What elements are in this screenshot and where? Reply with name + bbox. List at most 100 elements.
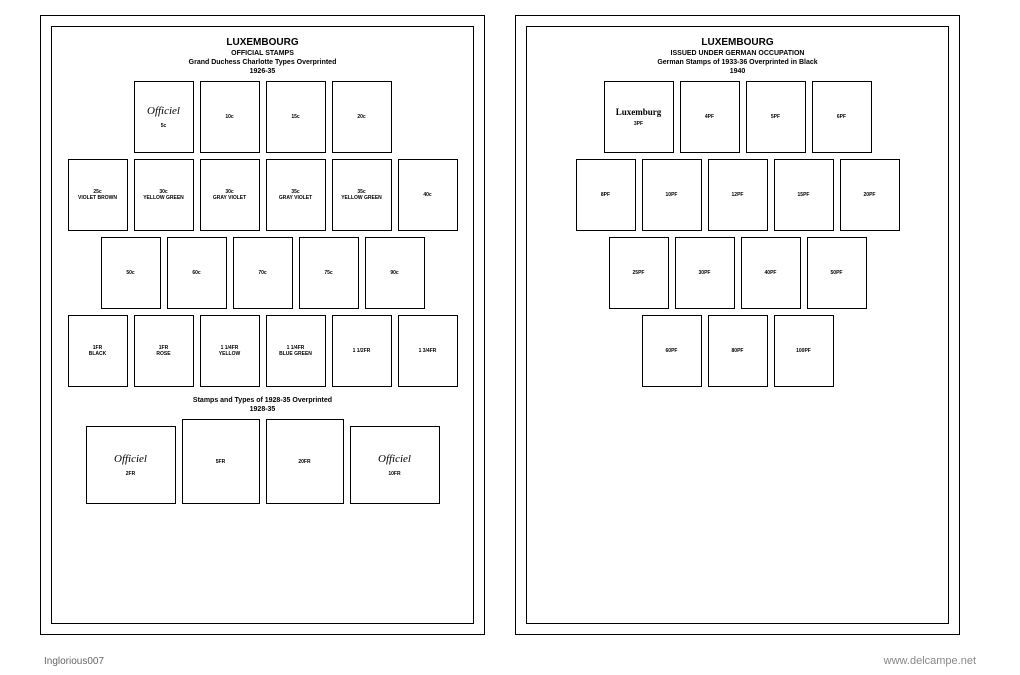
stamp-35c-yg: 35c YELLOW GREEN [332, 159, 392, 231]
stamp-70c: 70c [233, 237, 293, 309]
stamp-color: GRAY VIOLET [279, 195, 312, 201]
stamp-label: 75c [324, 270, 332, 276]
stamp-label: 20c [357, 114, 365, 120]
stamp-label: 15PF [798, 192, 810, 198]
stamp-label: 50c [126, 270, 134, 276]
album-pages-container: LUXEMBOURG OFFICIAL STAMPS Grand Duchess… [0, 0, 1020, 650]
stamp-4pf: 4PF [680, 81, 740, 153]
watermark-text: www.delcampe.net [884, 655, 976, 667]
right-title: LUXEMBOURG [701, 37, 773, 48]
stamp-label: 15c [291, 114, 299, 120]
stamp-label: 2FR [126, 471, 135, 477]
right-page-inner: LUXEMBOURG ISSUED UNDER GERMAN OCCUPATIO… [526, 26, 949, 624]
left-section2-row: Officiel 2FR 5FR 20FR Officiel 10FR [60, 419, 465, 504]
stamp-60c: 60c [167, 237, 227, 309]
stamp-30c-gv: 30c GRAY VIOLET [200, 159, 260, 231]
stamp-color: BLACK [89, 351, 107, 357]
right-row1: Luxemburg 3PF 4PF 5PF 6PF [535, 81, 940, 153]
stamp-label: 25PF [633, 270, 645, 276]
stamp-label: 30PF [699, 270, 711, 276]
stamp-color: BLUE GREEN [279, 351, 312, 357]
stamp-color: YELLOW [219, 351, 240, 357]
stamp-90c: 90c [365, 237, 425, 309]
stamp-8pf: 8PF [576, 159, 636, 231]
stamp-label: 60c [192, 270, 200, 276]
stamp-label: 1 3/4FR [419, 348, 437, 354]
stamp-label: 50PF [831, 270, 843, 276]
stamp-color: VIOLET BROWN [78, 195, 117, 201]
right-page: LUXEMBOURG ISSUED UNDER GERMAN OCCUPATIO… [515, 15, 960, 635]
stamp-60pf: 60PF [642, 315, 702, 387]
right-section1-desc: German Stamps of 1933-36 Overprinted in … [657, 59, 817, 66]
stamp-10c: 10c [200, 81, 260, 153]
left-title: LUXEMBOURG [226, 37, 298, 48]
stamp-1fr-black: 1FR BLACK [68, 315, 128, 387]
stamp-12pf: 12PF [708, 159, 768, 231]
left-row4: 1FR BLACK 1FR ROSE 1 1/4FR YELLOW 1 1/4F… [60, 315, 465, 387]
stamp-label: 100PF [796, 348, 811, 354]
stamp-label: 10FR [388, 471, 400, 477]
stamp-5pf: 5PF [746, 81, 806, 153]
stamp-30pf: 30PF [675, 237, 735, 309]
stamp-100pf: 100PF [774, 315, 834, 387]
left-section2-year: 1928-35 [250, 406, 276, 413]
stamp-label: 20PF [864, 192, 876, 198]
stamp-15c: 15c [266, 81, 326, 153]
stamp-label: 40c [423, 192, 431, 198]
stamp-label: 10c [225, 114, 233, 120]
stamp-50c: 50c [101, 237, 161, 309]
stamp-color: YELLOW GREEN [341, 195, 382, 201]
stamp-label: 90c [390, 270, 398, 276]
stamp-80pf: 80PF [708, 315, 768, 387]
stamp-15pf: 15PF [774, 159, 834, 231]
stamp-label: 3PF [634, 121, 643, 127]
stamp-label: 80PF [732, 348, 744, 354]
overprint-text: Officiel [114, 453, 147, 466]
stamp-20pf: 20PF [840, 159, 900, 231]
stamp-label: 40PF [765, 270, 777, 276]
stamp-color: GRAY VIOLET [213, 195, 246, 201]
left-row2: 25c VIOLET BROWN 30c YELLOW GREEN 30c GR… [60, 159, 465, 231]
stamp-50pf: 50PF [807, 237, 867, 309]
left-row3: 50c 60c 70c 75c 90c [60, 237, 465, 309]
overprint-text: Officiel [378, 453, 411, 466]
right-subtitle: ISSUED UNDER GERMAN OCCUPATION [671, 50, 805, 57]
left-row1: Officiel 5c 10c 15c 20c [60, 81, 465, 153]
stamp-label: 5PF [771, 114, 780, 120]
stamp-5fr: 5FR [182, 419, 260, 504]
stamp-20c: 20c [332, 81, 392, 153]
stamp-label: 5FR [216, 459, 225, 465]
stamp-label: 4PF [705, 114, 714, 120]
stamp-label: 20FR [298, 459, 310, 465]
left-section1-year: 1926-35 [250, 68, 276, 75]
stamp-label: 8PF [601, 192, 610, 198]
stamp-5c: Officiel 5c [134, 81, 194, 153]
overprint-gothic-text: Luxemburg [616, 107, 662, 118]
stamp-label: 5c [161, 123, 167, 129]
stamp-40c: 40c [398, 159, 458, 231]
stamp-134fr: 1 3/4FR [398, 315, 458, 387]
right-section1-year: 1940 [730, 68, 746, 75]
stamp-10fr: Officiel 10FR [350, 426, 440, 504]
overprint-text: Officiel [147, 105, 180, 118]
stamp-75c: 75c [299, 237, 359, 309]
stamp-40pf: 40PF [741, 237, 801, 309]
stamp-color: YELLOW GREEN [143, 195, 184, 201]
stamp-label: 10PF [666, 192, 678, 198]
stamp-25c: 25c VIOLET BROWN [68, 159, 128, 231]
left-page: LUXEMBOURG OFFICIAL STAMPS Grand Duchess… [40, 15, 485, 635]
right-row3: 25PF 30PF 40PF 50PF [535, 237, 940, 309]
left-page-inner: LUXEMBOURG OFFICIAL STAMPS Grand Duchess… [51, 26, 474, 624]
stamp-114fr-yellow: 1 1/4FR YELLOW [200, 315, 260, 387]
stamp-1fr-rose: 1FR ROSE [134, 315, 194, 387]
stamp-25pf: 25PF [609, 237, 669, 309]
stamp-3pf: Luxemburg 3PF [604, 81, 674, 153]
stamp-114fr-bg: 1 1/4FR BLUE GREEN [266, 315, 326, 387]
stamp-6pf: 6PF [812, 81, 872, 153]
stamp-35c-gv: 35c GRAY VIOLET [266, 159, 326, 231]
stamp-color: ROSE [156, 351, 170, 357]
right-row4: 60PF 80PF 100PF [535, 315, 940, 387]
stamp-20fr: 20FR [266, 419, 344, 504]
right-row2: 8PF 10PF 12PF 15PF 20PF [535, 159, 940, 231]
attribution-text: Inglorious007 [44, 656, 104, 667]
